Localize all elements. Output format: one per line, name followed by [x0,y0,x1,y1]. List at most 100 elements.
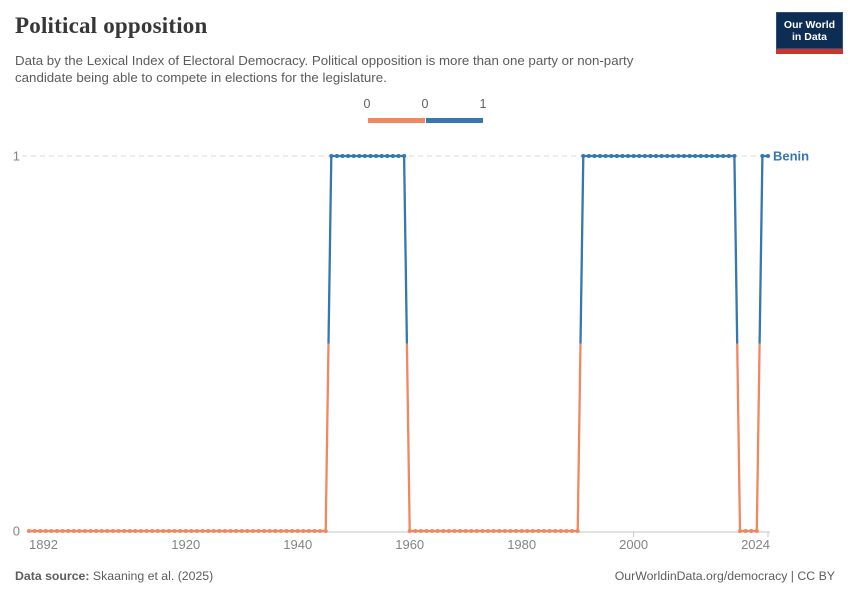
data-point-marker [491,528,496,534]
data-point-marker [424,528,429,534]
data-point-marker [385,153,390,159]
data-point-marker [228,528,233,534]
data-point-marker [648,153,653,159]
series-line-high [327,153,771,344]
data-point-marker [82,528,88,534]
data-point-marker [43,528,48,534]
data-point-marker [66,528,71,534]
data-point-marker [653,153,659,159]
data-point-marker [318,528,323,534]
data-point-marker [357,153,362,159]
data-point-marker [262,528,267,534]
data-point-marker [709,153,715,159]
data-point-marker [144,528,149,534]
subtitle-line-2: candidate being able to compete in elect… [15,70,387,85]
y-axis-tick-label: 1 [13,149,20,164]
data-point-marker [379,153,384,159]
legend-swatch-value0[interactable] [368,118,425,123]
owid-logo-text: Our World in Data [776,12,843,49]
chart-plot-area[interactable] [29,140,768,540]
data-point-marker [435,528,440,534]
data-point-marker [704,153,709,159]
data-point-marker [161,528,166,534]
data-point-marker [407,528,412,534]
data-point-marker [329,153,334,159]
legend-tick-label-max: 1 [479,97,487,111]
data-point-marker [217,528,222,534]
data-point-marker [71,528,76,534]
data-point-marker [732,153,737,159]
data-point-marker [301,528,306,534]
series-line-low [26,343,761,534]
data-point-marker [155,528,160,534]
data-point-marker [502,528,507,534]
data-point-marker [681,153,687,159]
data-point-marker [334,153,339,159]
data-point-marker [480,528,485,534]
legend-tick-label-mid: 0 [421,97,429,111]
data-point-marker [597,153,603,159]
data-point-marker [390,153,395,159]
data-point-marker [234,528,239,534]
x-axis-tick-label: 2024 [741,537,770,552]
data-point-marker [413,528,418,534]
data-point-marker [530,528,535,534]
data-point-marker [26,528,32,534]
data-point-marker [60,528,65,534]
footer-link[interactable]: OurWorldinData.org/democracy | CC BY [614,569,835,583]
data-point-marker [368,153,373,159]
data-point-marker [178,528,183,534]
data-point-marker [609,153,614,159]
legend-swatch-value1[interactable] [426,118,483,123]
data-point-marker [486,528,491,534]
x-axis-tick-label: 1960 [395,537,424,552]
data-point-marker [452,528,457,534]
data-point-marker [127,528,132,534]
data-point-marker [698,153,703,159]
data-point-marker [743,528,748,534]
data-point-marker [514,528,519,534]
data-point-marker [659,153,664,159]
data-point-marker [206,528,211,534]
subtitle-line-1: Data by the Lexical Index of Electoral D… [15,53,634,68]
owid-logo-line-1: Our World [783,19,836,31]
data-point-marker [631,153,636,159]
owid-logo: Our World in Data [776,12,843,54]
data-point-marker [183,528,188,534]
data-point-marker [200,528,205,534]
data-point-marker [765,153,771,159]
entity-label: Benin [773,149,809,164]
data-point-marker [754,528,759,534]
data-point-marker [38,528,43,534]
data-point-marker [346,153,351,159]
chart-subtitle: Data by the Lexical Index of Electoral D… [15,52,633,86]
data-point-marker [676,153,681,159]
data-point-marker [625,153,631,159]
data-point-marker [603,153,608,159]
data-point-marker [441,528,446,534]
data-source-text: Skaaning et al. (2025) [92,569,214,583]
data-point-marker [474,528,479,534]
data-point-marker [418,528,423,534]
data-point-marker [558,528,563,534]
data-point-marker [614,153,619,159]
data-point-marker [122,528,127,534]
data-point-marker [687,153,692,159]
x-axis-tick-label: 1940 [283,537,312,552]
data-point-marker [323,528,328,534]
data-point-marker [508,528,513,534]
data-point-marker [525,528,530,534]
data-point-marker [105,528,110,534]
data-point-marker [273,528,278,534]
data-point-marker [278,528,283,534]
data-source: Data source: Skaaning et al. (2025) [15,569,213,583]
data-point-marker [726,153,731,159]
data-point-marker [642,153,647,159]
data-point-marker [749,528,754,534]
data-point-marker [290,528,295,534]
data-point-marker [715,153,720,159]
data-point-marker [564,528,569,534]
data-point-marker [362,153,367,159]
data-point-marker [32,528,37,534]
